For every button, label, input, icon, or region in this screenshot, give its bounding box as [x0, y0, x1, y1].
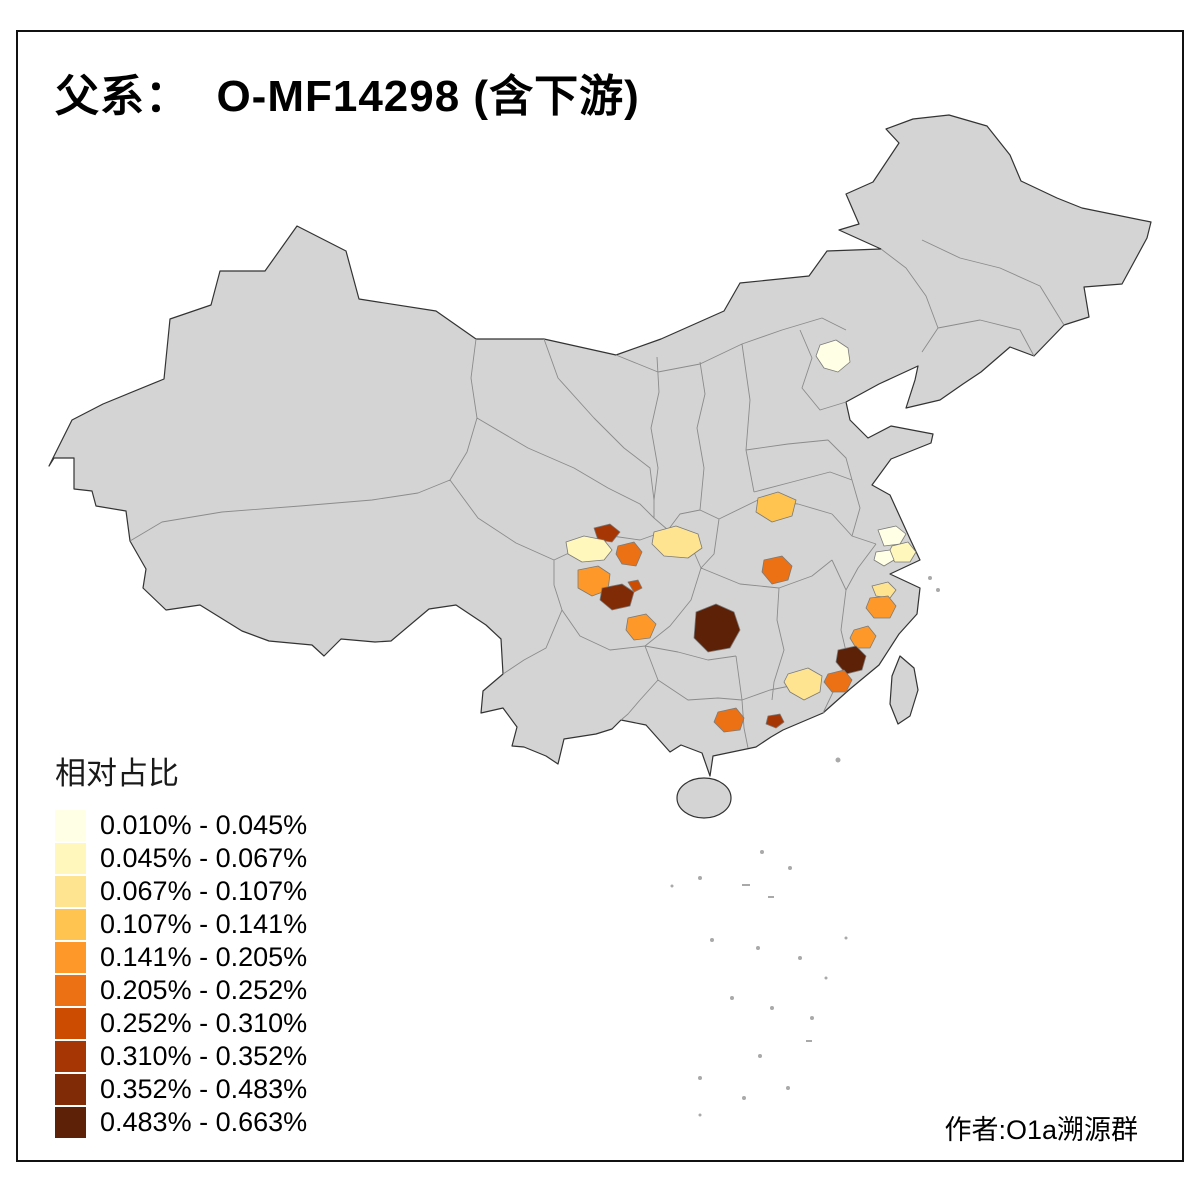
- province-borders: [129, 239, 1065, 749]
- region-guangxi: [713, 707, 745, 733]
- legend-label: 0.483% - 0.663%: [100, 1107, 308, 1137]
- hainan-island: [676, 777, 732, 819]
- region-sichuan-mid: [615, 541, 643, 567]
- region-pearl-delta: [765, 713, 785, 729]
- legend-swatch: [55, 1074, 86, 1105]
- region-chongqing: [651, 525, 703, 559]
- legend: 相对占比 0.010% - 0.045% 0.045% - 0.067% 0.0…: [55, 748, 307, 1139]
- legend-label: 0.067% - 0.107%: [100, 876, 308, 906]
- region-sichuan-pale: [565, 535, 613, 563]
- region-north-fujian: [849, 625, 877, 649]
- legend-label: 0.045% - 0.067%: [100, 843, 308, 873]
- region-zhejiang-pale: [871, 581, 897, 599]
- legend-item: 0.205% - 0.252%: [55, 974, 307, 1007]
- attribution: 作者:O1a溯源群: [944, 1115, 1138, 1145]
- legend-item: 0.483% - 0.663%: [55, 1106, 307, 1139]
- legend-swatch: [55, 1107, 86, 1138]
- china-mainland: [48, 114, 1152, 777]
- region-jiangxi: [761, 555, 793, 585]
- legend-label: 0.107% - 0.141%: [100, 909, 308, 939]
- region-leshan: [625, 613, 657, 641]
- south-china-sea-islets: [670, 576, 940, 1117]
- legend-swatch: [55, 1008, 86, 1039]
- region-south-sichuan: [599, 583, 635, 611]
- legend-title: 相对占比: [55, 756, 179, 791]
- region-shanghai-1: [877, 525, 907, 547]
- legend-item: 0.045% - 0.067%: [55, 842, 307, 875]
- legend-label: 0.205% - 0.252%: [100, 975, 308, 1005]
- region-east-guangdong: [783, 667, 823, 701]
- region-zhejiang-orange: [865, 595, 897, 619]
- legend-item: 0.107% - 0.141%: [55, 908, 307, 941]
- legend-swatch: [55, 1041, 86, 1072]
- legend-swatch: [55, 909, 86, 940]
- colored-regions: [565, 339, 917, 733]
- legend-label: 0.352% - 0.483%: [100, 1074, 308, 1104]
- legend-item: 0.067% - 0.107%: [55, 875, 307, 908]
- region-jiangsu: [873, 549, 895, 567]
- legend-label: 0.141% - 0.205%: [100, 942, 308, 972]
- region-beijing: [815, 339, 851, 373]
- region-hubei: [755, 491, 797, 523]
- taiwan-island: [889, 655, 919, 725]
- map-title: 父系： O-MF14298 (含下游): [55, 72, 640, 121]
- region-xiamen: [823, 669, 853, 693]
- legend-item: 0.252% - 0.310%: [55, 1007, 307, 1040]
- legend-swatch: [55, 942, 86, 973]
- legend-item: 0.010% - 0.045%: [55, 809, 307, 842]
- region-quanzhou: [835, 645, 867, 675]
- region-west-hunan: [693, 603, 741, 653]
- legend-swatch: [55, 843, 86, 874]
- legend-item: 0.310% - 0.352%: [55, 1040, 307, 1073]
- legend-item: 0.352% - 0.483%: [55, 1073, 307, 1106]
- legend-label: 0.310% - 0.352%: [100, 1041, 308, 1071]
- legend-swatch: [55, 810, 86, 841]
- legend-item: 0.141% - 0.205%: [55, 941, 307, 974]
- legend-label: 0.010% - 0.045%: [100, 810, 308, 840]
- region-north-sichuan: [593, 523, 621, 543]
- legend-label: 0.252% - 0.310%: [100, 1008, 308, 1038]
- legend-swatch: [55, 975, 86, 1006]
- legend-swatch: [55, 876, 86, 907]
- region-sichuan-small: [627, 579, 643, 593]
